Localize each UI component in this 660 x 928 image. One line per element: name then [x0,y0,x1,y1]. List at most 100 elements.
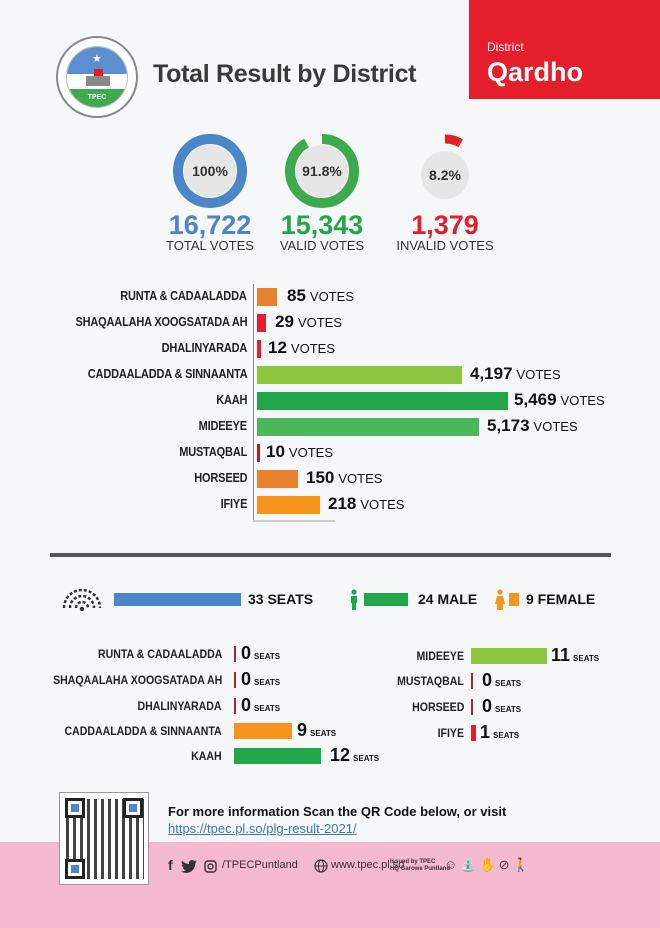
total-votes-donut: 100% [172,133,248,209]
seat-bar [234,698,236,714]
distance-icon: 🚶 [512,857,532,872]
valid-votes-donut: 91.8% [284,133,360,209]
vote-value: 5,173 VOTES [487,416,578,435]
parliament-icon [62,588,102,612]
qr-code[interactable] [59,792,149,885]
party-label: MIDEEYE [416,649,464,663]
seat-bar [234,748,321,764]
district-name: Qardho [487,57,584,87]
vote-row: IFIYE 218 VOTES [0,492,660,518]
page-title: Total Result by District [153,60,417,88]
vote-row: DHALINYARADA 12 VOTES [0,336,660,362]
ballot-icon [94,69,103,77]
seat-value: 9 SEATS [297,720,337,740]
valid-votes-stat: 91.8% 15,343 VALID VOTES [257,133,387,253]
section-divider [50,553,611,557]
vote-bar [257,392,508,410]
party-label: IFIYE [437,726,464,740]
seat-row: HORSEED 0 SEATS [380,696,660,718]
seat-row: SHAQAALAHA XOOGSATADA AH 0 SEATS [0,669,380,691]
party-label: KAAH [191,749,222,763]
sanitize-icon: ✋ [479,857,499,872]
party-label: SHAQAALAHA XOOGSATADA AH [52,673,222,687]
party-label: CADDAALADDA & SINNAANTA [87,367,247,381]
vote-bar [257,470,298,488]
party-label: HORSEED [411,700,464,714]
vote-bar [257,366,462,384]
party-label: DHALINYARADA [137,699,222,713]
no-touch-icon: ⊘ [498,857,513,872]
seat-bar [471,725,476,741]
seat-bar [471,673,473,689]
instagram-icon[interactable] [204,860,217,873]
party-label: DHALINYARADA [161,341,248,355]
total-seats-bar [114,593,241,606]
district-badge: District Qardho [469,0,660,99]
invalid-votes-stat: 8.2% 1,379 INVALID VOTES [380,133,510,253]
party-label: RUNTA & CADAALADDA [97,647,222,661]
seat-value: 0 SEATS [241,643,281,663]
social-handle[interactable]: /TPECPuntland [222,859,298,871]
vote-bar [257,496,320,514]
seat-value: 0 SEATS [482,670,522,690]
vote-bar [257,314,266,332]
valid-votes-value: 15,343 [280,210,364,240]
invalid-votes-caption: INVALID VOTES [396,238,494,253]
invalid-votes-value: 1,379 [411,210,479,240]
chart-axis [253,284,254,520]
vote-value: 12 VOTES [268,338,335,357]
facebook-icon[interactable]: f [168,857,173,873]
results-link[interactable]: https://tpec.pl.so/plg-result-2021/ [168,821,357,836]
seat-bar [234,672,236,688]
tpec-logo: ★ TPEC [56,36,138,118]
party-label: IFIYE [220,497,247,511]
vote-value: 4,197 VOTES [470,364,561,383]
seats-summary: 33 SEATS 24 MALE 9 FEMALE [0,588,660,612]
seat-bar [234,723,292,739]
vote-value: 218 VOTES [328,494,405,513]
mask-icon: ☺ [444,857,461,872]
seat-value: 12 SEATS [330,745,380,765]
globe-icon [314,859,328,873]
seat-row: KAAH 12 SEATS [0,745,400,767]
vote-row: CADDAALADDA & SINNAANTA 4,197 VOTES [0,362,660,388]
website-link[interactable]: www.tpec.pl.so [331,859,405,871]
total-votes-stat: 100% 16,722 TOTAL VOTES [145,133,275,253]
total-votes-value: 16,722 [168,210,252,240]
vote-value: 5,469 VOTES [514,390,605,409]
party-label: SHAQAALAHA XOOGSATADA AH [75,315,247,329]
star-icon: ★ [92,53,102,65]
invalid-votes-donut: 8.2% [407,133,483,209]
party-label: CADDAALADDA & SINNAANTA [64,724,222,738]
seat-bar [471,699,473,715]
seat-value: 1 SEATS [480,722,520,742]
party-label: KAAH [215,393,247,407]
vote-row: KAAH 5,469 VOTES [0,388,660,414]
total-votes-caption: TOTAL VOTES [166,238,254,253]
seat-row: RUNTA & CADAALADDA 0 SEATS [0,643,380,665]
party-label: MIDEEYE [198,419,247,433]
invalid-pct: 8.2% [429,167,461,183]
seat-value: 0 SEATS [482,696,522,716]
twitter-icon[interactable] [181,860,197,873]
issued-by: Issued by TPEC HQ Garowe Puntland [390,859,451,872]
vote-row: RUNTA & CADAALADDA 85 VOTES [0,284,660,310]
more-info-text: For more information Scan the QR Code be… [168,804,507,819]
health-icons: ☺⛲✋⊘🚶 [444,857,532,873]
vote-value: 85 VOTES [287,286,354,305]
party-label: MUSTAQBAL [397,674,464,688]
valid-pct: 91.8% [302,163,342,179]
total-seats-label: 33 SEATS [248,591,314,607]
valid-votes-caption: VALID VOTES [279,238,365,253]
seat-value: 11 SEATS [551,645,600,665]
district-label: District [487,40,524,54]
handwash-icon: ⛲ [460,857,480,872]
female-icon [495,589,505,610]
male-seats-bar [364,593,408,606]
female-seats-bar [509,593,519,606]
vote-bar [257,288,277,306]
vote-row: MUSTAQBAL 10 VOTES [0,440,660,466]
party-label: HORSEED [193,471,247,485]
vote-value: 29 VOTES [275,312,342,331]
